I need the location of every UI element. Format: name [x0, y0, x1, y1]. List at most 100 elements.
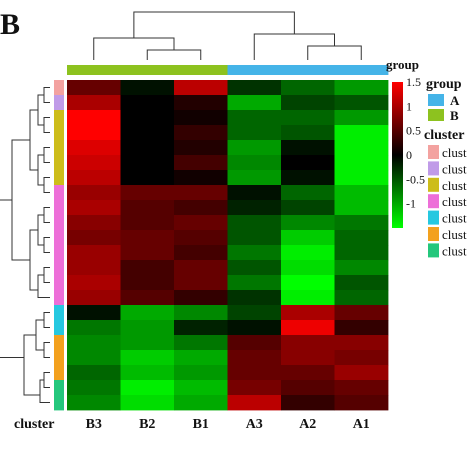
cluster-legend-swatch	[428, 227, 439, 241]
heatmap-cell	[174, 260, 228, 276]
heatmap-cell	[174, 140, 228, 156]
heatmap-cell	[174, 110, 228, 126]
group-annotation-bar	[67, 65, 389, 75]
dendrogram-branch	[37, 214, 44, 246]
heatmap-cell	[120, 320, 175, 336]
heatmap-cell	[281, 260, 335, 276]
heatmap-cell	[120, 350, 175, 366]
cluster-legend-label: clust	[442, 194, 467, 209]
heatmap-cell	[67, 110, 121, 126]
heatmap-cell	[174, 350, 228, 366]
heatmap-cell	[334, 245, 389, 261]
group-legend-swatch	[428, 94, 444, 106]
heatmap-cell	[334, 230, 389, 246]
cluster-bar-cell	[54, 245, 64, 261]
cluster-legend-label: clust	[442, 178, 467, 193]
heatmap-cell	[281, 350, 335, 366]
heatmap-cell	[281, 140, 335, 156]
heatmap-cell	[334, 215, 389, 231]
dendrogram-branch	[93, 37, 175, 60]
cluster-bar-cell	[54, 215, 64, 231]
heatmap-cell	[227, 80, 282, 96]
cluster-bar-cell	[54, 380, 64, 396]
dendrogram-branch	[37, 274, 50, 298]
dendrogram-branch	[307, 45, 362, 60]
heatmap-cell	[67, 170, 121, 186]
heatmap-cell	[281, 320, 335, 336]
cluster-legend-swatch	[428, 210, 439, 225]
dendrogram-branch	[23, 334, 40, 396]
cluster-bar-cell	[54, 230, 64, 246]
heatmap-cell	[281, 365, 335, 381]
cluster-bar-cell	[54, 185, 64, 201]
cluster-legend-label: clust	[442, 227, 467, 242]
heatmap-cell	[281, 155, 335, 171]
dendrogram-branch	[43, 237, 50, 253]
column-label: B1	[193, 417, 209, 432]
heatmap-cell	[174, 320, 228, 336]
group-legend-label: A	[450, 93, 460, 108]
cluster-axis-label: cluster	[14, 417, 54, 432]
heatmap-cell	[120, 80, 175, 96]
cluster-bar-cell	[54, 320, 64, 336]
heatmap-cell	[281, 335, 335, 351]
heatmap-cell	[67, 380, 121, 396]
cluster-bar-cell	[54, 95, 64, 111]
cluster-bar-cell	[54, 80, 64, 96]
row-dendrogram	[0, 87, 50, 403]
cluster-bar-cell	[54, 275, 64, 291]
heatmap-cell	[227, 110, 282, 126]
dendrogram-branch	[39, 379, 50, 403]
color-scale-tick: 1	[406, 99, 412, 113]
heatmap-cell	[334, 125, 389, 141]
heatmap-cell	[67, 320, 121, 336]
heatmap-cell	[227, 185, 282, 201]
column-label: A3	[246, 417, 263, 432]
dendrogram-branch	[29, 109, 38, 171]
cluster-legend-swatch	[428, 194, 439, 209]
dendrogram-branch	[43, 87, 50, 103]
heatmap-cell	[174, 305, 228, 321]
heatmap-cell	[67, 335, 121, 351]
heatmap-cell	[334, 95, 389, 111]
dendrogram-branch	[11, 139, 30, 261]
heatmap-cell	[174, 155, 228, 171]
heatmap-cell	[281, 305, 335, 321]
heatmap-cell	[281, 125, 335, 141]
heatmap-cell	[120, 215, 175, 231]
heatmap-cell	[334, 80, 389, 96]
cluster-legend-title: cluster	[424, 128, 464, 143]
dendrogram-branch	[43, 177, 50, 193]
heatmap-cell	[67, 230, 121, 246]
heatmap-cell	[120, 275, 175, 291]
dendrogram-branch	[43, 117, 50, 133]
heatmap-cell	[227, 245, 282, 261]
dendrogram-branch	[29, 229, 38, 291]
dendrogram-branch	[43, 342, 50, 358]
heatmap-cell	[334, 320, 389, 336]
dendrogram-branch	[133, 11, 295, 38]
heatmap-cell	[227, 170, 282, 186]
heatmap-cell	[67, 245, 121, 261]
heatmap-cell	[281, 290, 335, 306]
heatmap-cell	[67, 260, 121, 276]
heatmap-cell	[120, 290, 175, 306]
column-label: A1	[353, 417, 370, 432]
heatmap-cell	[227, 380, 282, 396]
heatmap-cell	[67, 365, 121, 381]
heatmap-cell	[334, 170, 389, 186]
heatmap-cell	[174, 95, 228, 111]
column-labels: B3 B2 B1 A3 A2 A1	[86, 417, 370, 432]
heatmap-cell	[334, 185, 389, 201]
heatmap-cell	[120, 260, 175, 276]
heatmap-cell	[281, 215, 335, 231]
cluster-bar-cell	[54, 335, 64, 351]
heatmap-cell	[281, 200, 335, 216]
heatmap-cell	[120, 170, 175, 186]
cluster-bar-cell	[54, 350, 64, 366]
heatmap-cell	[67, 80, 121, 96]
group-bar-cell	[281, 65, 335, 75]
heatmap-cell	[334, 140, 389, 156]
color-scale-tick: -0.5	[406, 172, 425, 186]
cluster-bar-cell	[54, 305, 64, 321]
